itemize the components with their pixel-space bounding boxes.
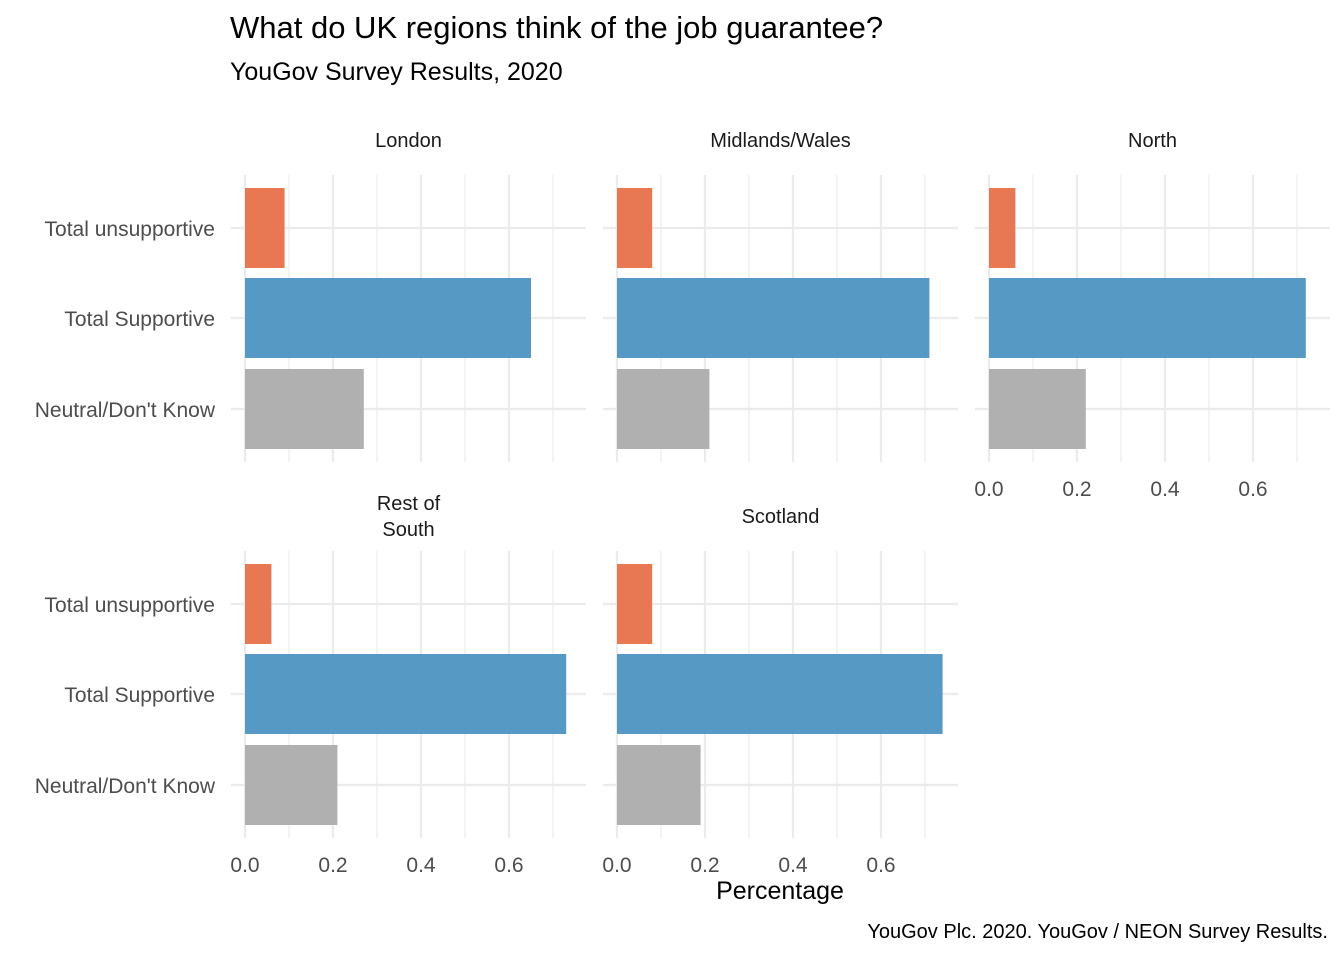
x-tick-label: 0.6 <box>494 854 523 877</box>
x-tick-label: 0.6 <box>866 854 895 877</box>
bar-london-2 <box>245 369 364 449</box>
bar-midlands-wales-1 <box>617 278 930 358</box>
bar-scotland-0 <box>617 564 653 644</box>
facet-label: London <box>375 130 442 152</box>
bar-north-1 <box>989 278 1306 358</box>
x-tick-label: 0.4 <box>778 854 808 877</box>
chart-subtitle: YouGov Survey Results, 2020 <box>230 58 563 86</box>
x-tick-label: 0.4 <box>406 854 436 877</box>
bar-rest-of-south-2 <box>245 745 338 825</box>
x-tick-label: 0.4 <box>1150 478 1180 501</box>
facet-label: Midlands/Wales <box>710 130 850 152</box>
x-tick-label: 0.2 <box>690 854 719 877</box>
bar-rest-of-south-1 <box>245 654 567 734</box>
y-tick-label: Total unsupportive <box>45 218 215 241</box>
bar-london-1 <box>245 278 531 358</box>
bar-midlands-wales-2 <box>617 369 710 449</box>
y-tick-label: Total Supportive <box>64 308 215 331</box>
x-axis-label: Percentage <box>716 877 844 905</box>
y-tick-label: Neutral/Don't Know <box>35 775 216 798</box>
y-tick-label: Total Supportive <box>64 684 215 707</box>
bar-midlands-wales-0 <box>617 188 653 268</box>
bar-north-0 <box>989 188 1016 268</box>
x-tick-label: 0.0 <box>602 854 631 877</box>
bar-scotland-2 <box>617 745 701 825</box>
bar-rest-of-south-0 <box>245 564 272 644</box>
facet-label: North <box>1128 130 1177 152</box>
x-tick-label: 0.2 <box>318 854 347 877</box>
x-tick-label: 0.6 <box>1238 478 1267 501</box>
bar-london-0 <box>245 188 285 268</box>
bar-scotland-1 <box>617 654 943 734</box>
chart-title: What do UK regions think of the job guar… <box>230 10 884 45</box>
facet-label: Scotland <box>742 506 820 528</box>
bar-north-2 <box>989 369 1086 449</box>
x-tick-label: 0.0 <box>230 854 259 877</box>
chart-caption: YouGov Plc. 2020. YouGov / NEON Survey R… <box>867 921 1328 943</box>
x-tick-label: 0.2 <box>1062 478 1091 501</box>
x-tick-label: 0.0 <box>974 478 1003 501</box>
facet-label: South <box>382 519 434 541</box>
y-tick-label: Total unsupportive <box>45 594 215 617</box>
facet-label: Rest of <box>377 493 441 515</box>
y-tick-label: Neutral/Don't Know <box>35 399 216 422</box>
